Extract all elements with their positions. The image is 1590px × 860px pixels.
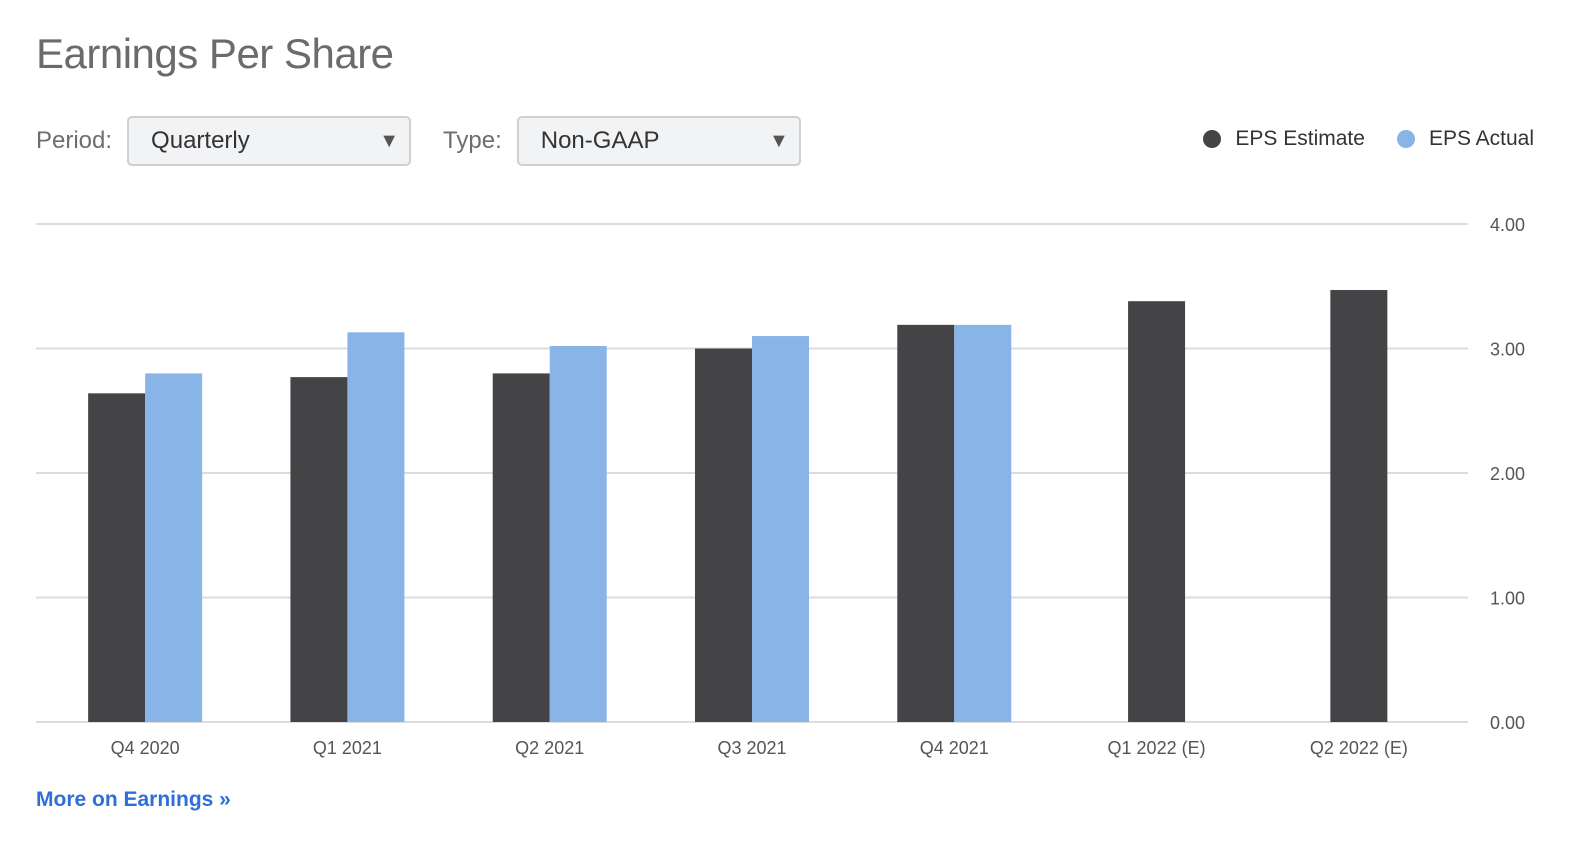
bar-eps-estimate (290, 377, 348, 722)
chevron-down-icon: ▼ (379, 130, 400, 152)
type-select[interactable]: Non-GAAP ▼ (516, 116, 801, 166)
x-tick-label: Q4 2020 (111, 738, 180, 758)
bar-eps-actual (752, 336, 809, 722)
bar-eps-actual (347, 332, 405, 722)
chevron-down-icon: ▼ (768, 130, 789, 152)
eps-bar-chart: 0.00 1.00 2.00 3.00 4.00 Q4 2020 Q1 2021 Q2 202… (36, 215, 1525, 758)
legend-item-eps-estimate[interactable]: EPS Estimate (1203, 127, 1365, 151)
bar-eps-estimate (897, 324, 955, 722)
bar-eps-estimate (1330, 289, 1388, 722)
y-tick-label: 3.00 (1490, 340, 1525, 360)
period-label: Period: (36, 127, 113, 154)
type-select-value: Non-GAAP (540, 127, 660, 154)
bar-eps-estimate (492, 373, 550, 722)
type-label: Type: (443, 127, 502, 154)
bar-eps-actual (549, 346, 607, 722)
x-tick-label: Q1 2021 (313, 738, 382, 758)
chart-legend: EPS Estimate EPS Actual (1171, 127, 1534, 151)
legend-item-eps-actual[interactable]: EPS Actual (1396, 127, 1534, 151)
bar-eps-estimate (695, 348, 752, 722)
x-tick-label: Q2 2021 (515, 738, 584, 758)
bar-eps-actual (954, 324, 1012, 722)
period-select[interactable]: Quarterly ▼ (127, 116, 412, 166)
legend-label-eps-estimate: EPS Estimate (1235, 127, 1365, 150)
bar-eps-estimate (88, 393, 146, 722)
bar-eps-actual (145, 373, 203, 722)
legend-dot-estimate-icon (1203, 130, 1222, 148)
x-tick-label: Q2 2022 (E) (1310, 738, 1408, 758)
x-tick-label: Q4 2021 (920, 738, 989, 758)
y-tick-label: 1.00 (1490, 589, 1525, 609)
chart-controls: Period: Quarterly ▼ Type: Non-GAAP ▼ (36, 115, 801, 167)
y-tick-label: 0.00 (1490, 713, 1525, 733)
x-tick-label: Q1 2022 (E) (1108, 738, 1206, 758)
legend-dot-actual-icon (1396, 130, 1415, 148)
more-on-earnings-link[interactable]: More on Earnings » (36, 788, 231, 811)
bar-eps-estimate (1128, 301, 1186, 722)
period-select-value: Quarterly (151, 127, 250, 154)
page-title: Earnings Per Share (36, 30, 394, 77)
legend-label-eps-actual: EPS Actual (1428, 127, 1534, 150)
y-tick-label: 2.00 (1490, 464, 1525, 484)
x-tick-label: Q3 2021 (717, 738, 786, 758)
y-tick-label: 4.00 (1490, 215, 1525, 235)
